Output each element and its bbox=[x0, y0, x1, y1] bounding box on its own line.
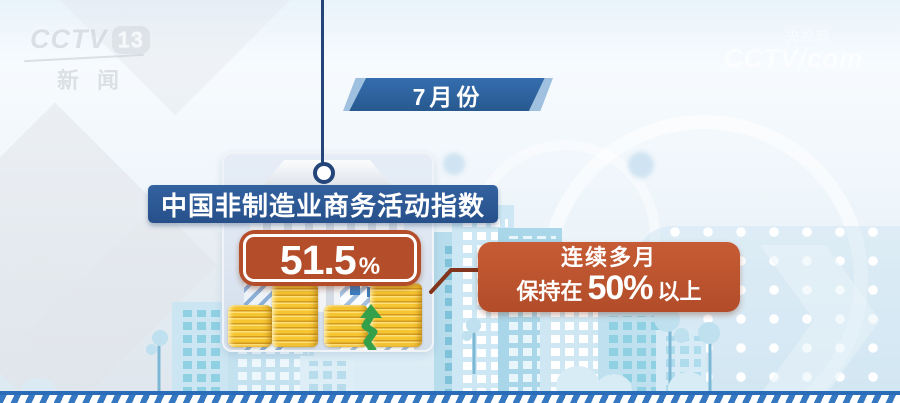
cctv13-logo: CCTV 13 新闻 bbox=[24, 24, 150, 95]
coin-stack bbox=[272, 283, 318, 347]
bg-sky-dot bbox=[443, 153, 465, 175]
callout-line2-suffix: 以上 bbox=[657, 279, 702, 304]
callout-box: 连续多月 保持在 50% 以上 bbox=[478, 242, 740, 312]
timeline-connector-line bbox=[321, 0, 324, 165]
index-value-ring: 51.5 % bbox=[243, 234, 417, 283]
period-banner: 7月份 bbox=[343, 78, 553, 111]
coin-stack bbox=[228, 305, 272, 347]
coin-stack bbox=[324, 305, 368, 347]
timeline-node bbox=[313, 162, 335, 184]
index-title-bar: 中国非制造业商务活动指数 bbox=[148, 185, 498, 223]
period-banner-body bbox=[349, 78, 545, 111]
callout-highlight: 50% bbox=[587, 269, 653, 307]
growth-arrow-icon bbox=[360, 304, 382, 350]
period-banner-label: 7月份 bbox=[412, 83, 484, 110]
callout-line2: 保持在 50% 以上 bbox=[516, 271, 701, 309]
bg-building bbox=[172, 302, 228, 400]
bg-tree bbox=[146, 330, 172, 392]
logo-swoosh bbox=[24, 53, 144, 63]
channel-number-badge: 13 bbox=[111, 25, 150, 54]
cctvcom-watermark: 央视网 CCTV/com bbox=[724, 30, 863, 71]
bg-tree bbox=[694, 322, 726, 392]
index-value: 51.5 bbox=[279, 237, 357, 283]
bg-tree bbox=[462, 318, 486, 374]
bottom-border-line bbox=[0, 391, 900, 395]
channel-name-label: 新闻 bbox=[56, 68, 137, 93]
watermark-wordmark: CCTV bbox=[724, 43, 799, 73]
callout-line1: 连续多月 bbox=[560, 245, 657, 270]
watermark-tld: com bbox=[807, 43, 864, 73]
index-value-box: 51.5 % bbox=[239, 230, 421, 286]
bg-sky-dot bbox=[628, 152, 654, 178]
watermark-separator: / bbox=[798, 43, 808, 73]
callout-line2-prefix: 保持在 bbox=[516, 279, 583, 304]
bottom-stripe-band bbox=[0, 395, 900, 403]
cctv-wordmark: CCTV bbox=[30, 24, 108, 54]
index-value-unit: % bbox=[358, 253, 381, 280]
index-title: 中国非制造业商务活动指数 bbox=[160, 190, 485, 221]
watermark-cn-label: 央视网 bbox=[786, 29, 832, 44]
